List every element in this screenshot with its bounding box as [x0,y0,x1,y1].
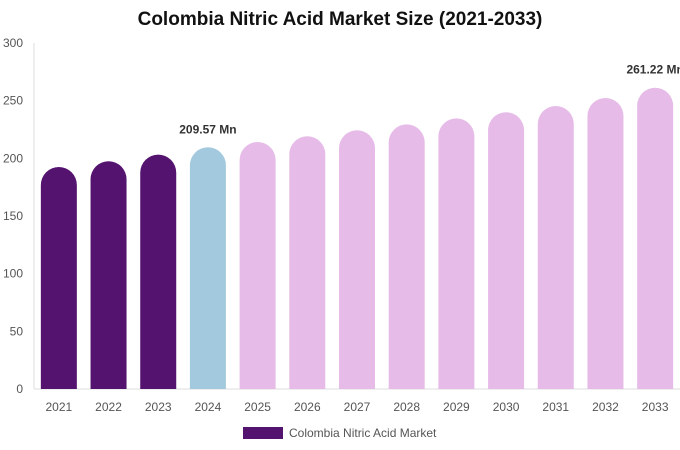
x-tick-label: 2024 [195,400,222,414]
bar-2028 [388,124,425,389]
bar-2025 [239,141,276,389]
legend-swatch [243,427,283,439]
x-tick-label: 2033 [642,400,669,414]
x-tick-label: 2029 [443,400,470,414]
x-tick-label: 2031 [542,400,569,414]
data-label: 261.22 Mn [626,63,680,77]
y-tick-label: 150 [3,209,23,223]
x-tick-label: 2021 [45,400,72,414]
bar-2024 [189,147,226,389]
bar-2021 [40,166,77,389]
bar-2033 [637,87,674,390]
y-tick-label: 0 [16,382,23,396]
x-tick-label: 2032 [592,400,619,414]
y-tick-label: 200 [3,151,23,165]
bar-2031 [537,105,574,390]
x-tick-label: 2027 [344,400,371,414]
legend[interactable]: Colombia Nitric Acid Market [243,425,436,441]
bar-2032 [587,98,624,389]
x-tick-label: 2026 [294,400,321,414]
bar-2026 [289,136,326,389]
chart-title: Colombia Nitric Acid Market Size (2021-2… [137,9,543,30]
y-tick-label: 300 [3,36,23,50]
bar-2022 [90,161,127,389]
y-tick-label: 250 [3,94,23,108]
bar-2030 [488,112,525,389]
bar-2027 [339,130,375,390]
bar-2023 [140,154,177,389]
bar-2029 [438,118,475,390]
x-tick-label: 2022 [95,400,122,414]
x-tick-label: 2028 [393,400,420,414]
x-tick-label: 2030 [493,400,520,414]
x-tick-label: 2023 [145,400,172,414]
data-label: 209.57 Mn [179,122,236,136]
legend-label: Colombia Nitric Acid Market [289,426,437,440]
y-tick-label: 100 [3,267,23,281]
y-tick-label: 50 [10,324,24,338]
x-tick-label: 2025 [244,400,271,414]
